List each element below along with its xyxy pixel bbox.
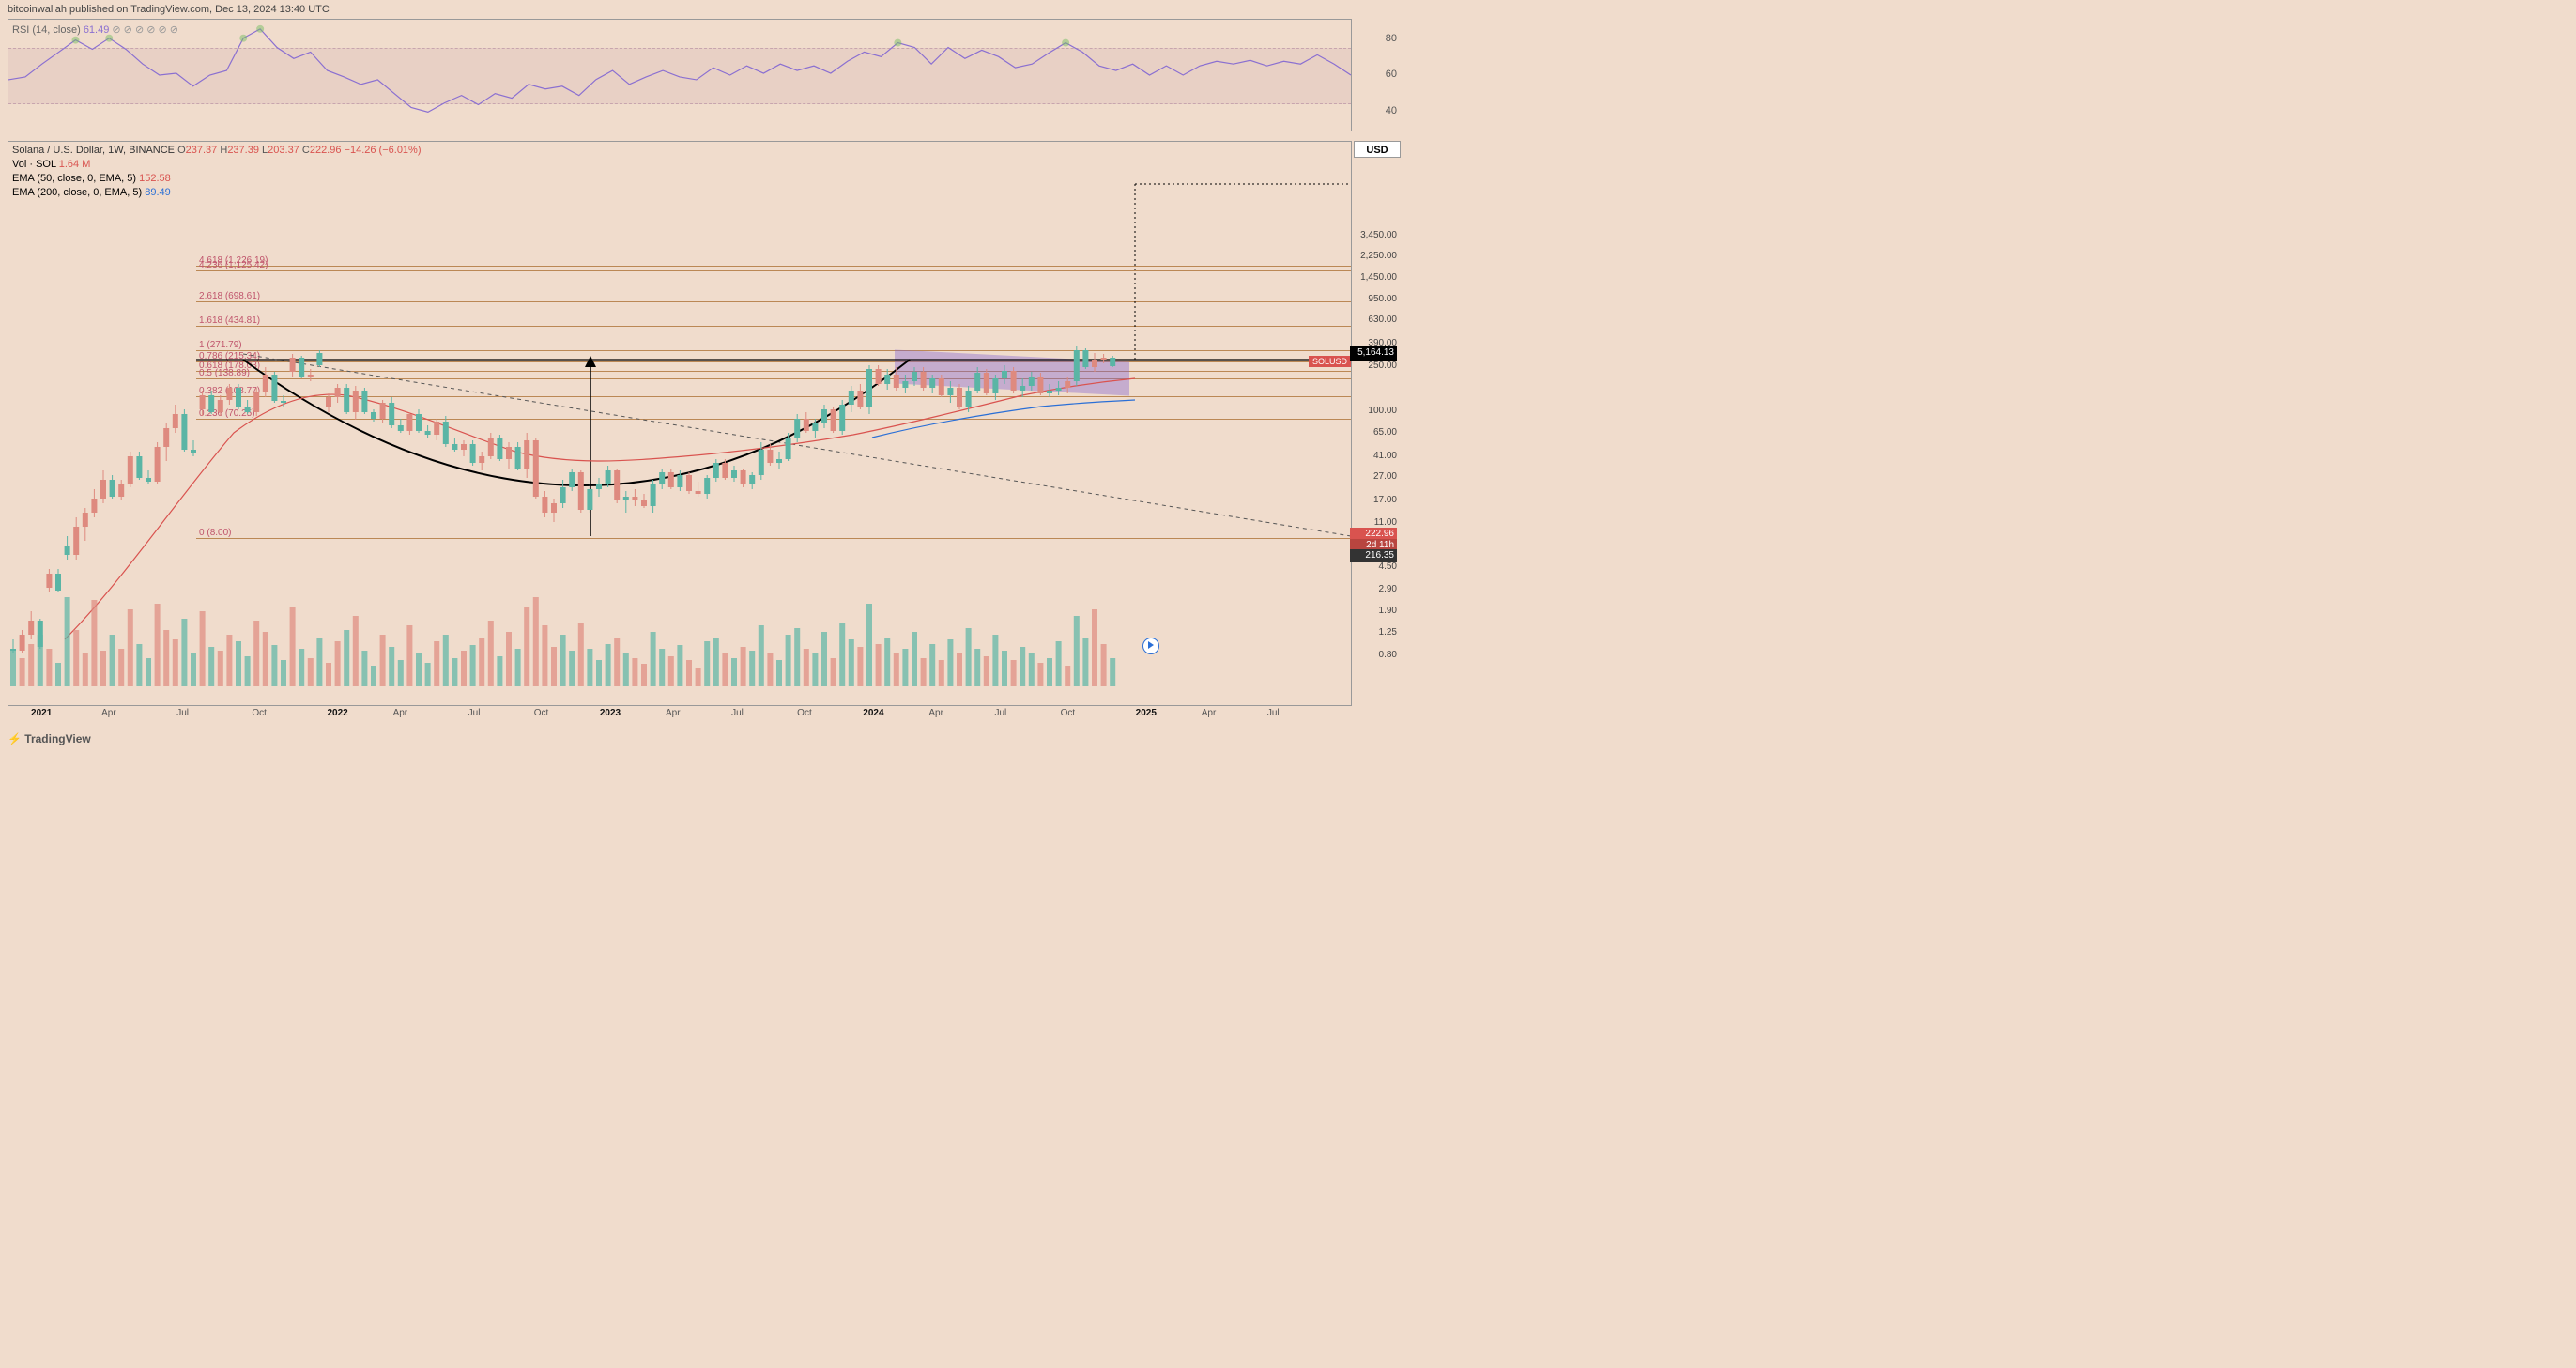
rsi-legend: RSI (14, close) 61.49 ⊘ ⊘ ⊘ ⊘ ⊘ ⊘ <box>12 23 178 36</box>
time-axis: 2021AprJulOct2022AprJulOct2023AprJulOct2… <box>8 708 1352 725</box>
solusd-tag: SOLUSD <box>1309 356 1351 367</box>
rsi-chart <box>8 20 1351 131</box>
publish-header: bitcoinwallah published on TradingView.c… <box>8 4 330 15</box>
chart-svg <box>8 142 1351 705</box>
rsi-pane: RSI (14, close) 61.49 ⊘ ⊘ ⊘ ⊘ ⊘ ⊘ <box>8 19 1352 131</box>
usd-badge[interactable]: USD <box>1354 141 1401 158</box>
price-axis: 3,450.002,250.001,450.00950.00630.00390.… <box>1354 160 1401 706</box>
tradingview-watermark: ⚡ TradingView <box>8 732 91 745</box>
rsi-axis: 406080 <box>1354 19 1401 131</box>
main-chart-pane: Solana / U.S. Dollar, 1W, BINANCE O237.3… <box>8 141 1352 706</box>
chart-legend: Solana / U.S. Dollar, 1W, BINANCE O237.3… <box>12 144 422 200</box>
